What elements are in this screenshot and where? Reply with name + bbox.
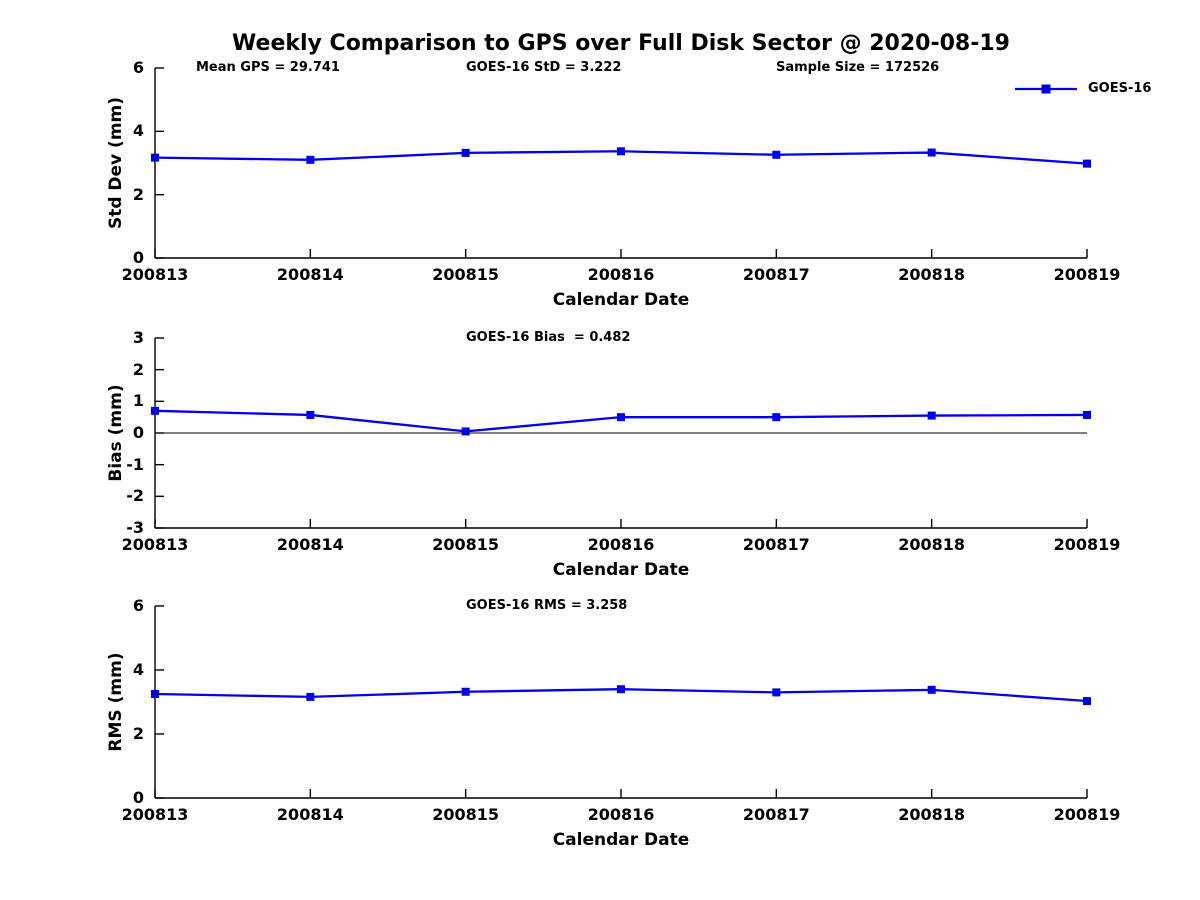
y-tick-label: 2 [132, 724, 144, 743]
data-point-marker [772, 413, 781, 422]
y-tick-label: 2 [132, 184, 144, 204]
y-tick-label: 1 [132, 391, 144, 411]
x-tick-label: 200813 [121, 535, 189, 554]
data-point-marker [1083, 697, 1091, 706]
data-point-marker [617, 413, 625, 422]
x-tick-label: 200814 [276, 265, 344, 284]
data-point-marker [306, 410, 315, 419]
x-tick-label: 200815 [432, 805, 500, 824]
data-point-marker [927, 148, 936, 157]
legend-marker-icon [1041, 84, 1051, 94]
x-tick-label: 200819 [1053, 535, 1121, 554]
x-tick-label: 200815 [432, 265, 500, 284]
data-point-marker [1083, 159, 1091, 168]
data-point-marker [617, 147, 625, 156]
data-point-marker [617, 685, 625, 694]
x-tick-label: 200819 [1053, 265, 1121, 284]
data-point-marker [306, 155, 315, 164]
y-tick-label: -2 [126, 486, 144, 506]
data-point-marker [772, 150, 781, 159]
y-tick-label: -1 [126, 454, 144, 474]
data-point-marker [151, 406, 159, 415]
legend-label: GOES-16 [1088, 81, 1152, 96]
annotation-goes16-bias: GOES-16 Bias = 0.482 [466, 330, 631, 345]
x-tick-label: 200816 [587, 805, 655, 824]
y-tick-label: 2 [132, 359, 144, 379]
annotation-mean-gps: Mean GPS = 29.741 [196, 60, 340, 75]
x-tick-label: 200816 [587, 265, 655, 284]
y-tick-label: -3 [126, 518, 144, 537]
data-point-marker [927, 685, 936, 694]
data-point-marker [461, 687, 470, 696]
annotation-goes16-rms: GOES-16 RMS = 3.258 [466, 598, 628, 613]
x-tick-label: 200814 [276, 535, 344, 554]
data-point-marker [306, 692, 315, 701]
x-tick-label: 200814 [276, 805, 344, 824]
y-tick-label: 4 [132, 121, 144, 141]
y-tick-label: 6 [132, 596, 144, 615]
y-tick-label: 3 [132, 328, 144, 347]
x-tick-label: 200818 [898, 535, 966, 554]
data-point-marker [151, 690, 159, 698]
data-point-marker [1083, 410, 1091, 419]
x-axis-label-calendar-date: Calendar Date [552, 830, 690, 850]
data-point-marker [461, 148, 470, 157]
legend-line-swatch [1015, 84, 1077, 94]
y-tick-label: 6 [132, 58, 144, 77]
data-point-marker [461, 427, 470, 436]
y-tick-label: 0 [132, 423, 144, 442]
x-tick-label: 200813 [121, 265, 189, 284]
y-tick-label: 0 [132, 788, 144, 807]
annotation-goes16-std: GOES-16 StD = 3.222 [466, 60, 622, 75]
x-axis-label-calendar-date: Calendar Date [552, 560, 690, 580]
data-point-marker [151, 153, 159, 162]
x-tick-label: 200819 [1053, 805, 1121, 824]
figure-title: Weekly Comparison to GPS over Full Disk … [232, 31, 1010, 56]
y-tick-label: 0 [132, 248, 144, 267]
data-point-marker [772, 688, 781, 697]
legend: GOES-16 [1014, 80, 1151, 98]
x-tick-label: 200817 [742, 805, 810, 824]
x-tick-label: 200815 [432, 535, 500, 554]
y-tick-label: 4 [132, 660, 144, 679]
annotation-sample-size: Sample Size = 172526 [776, 60, 940, 75]
data-point-marker [927, 411, 936, 420]
x-tick-label: 200818 [898, 805, 966, 824]
x-tick-label: 200813 [121, 805, 189, 824]
x-axis-label-calendar-date: Calendar Date [552, 290, 690, 310]
y-axis-label-std-dev: Std Dev (mm) [106, 96, 126, 230]
x-tick-label: 200817 [742, 535, 810, 554]
x-tick-label: 200817 [742, 265, 810, 284]
x-tick-label: 200816 [587, 535, 655, 554]
x-tick-label: 200818 [898, 265, 966, 284]
